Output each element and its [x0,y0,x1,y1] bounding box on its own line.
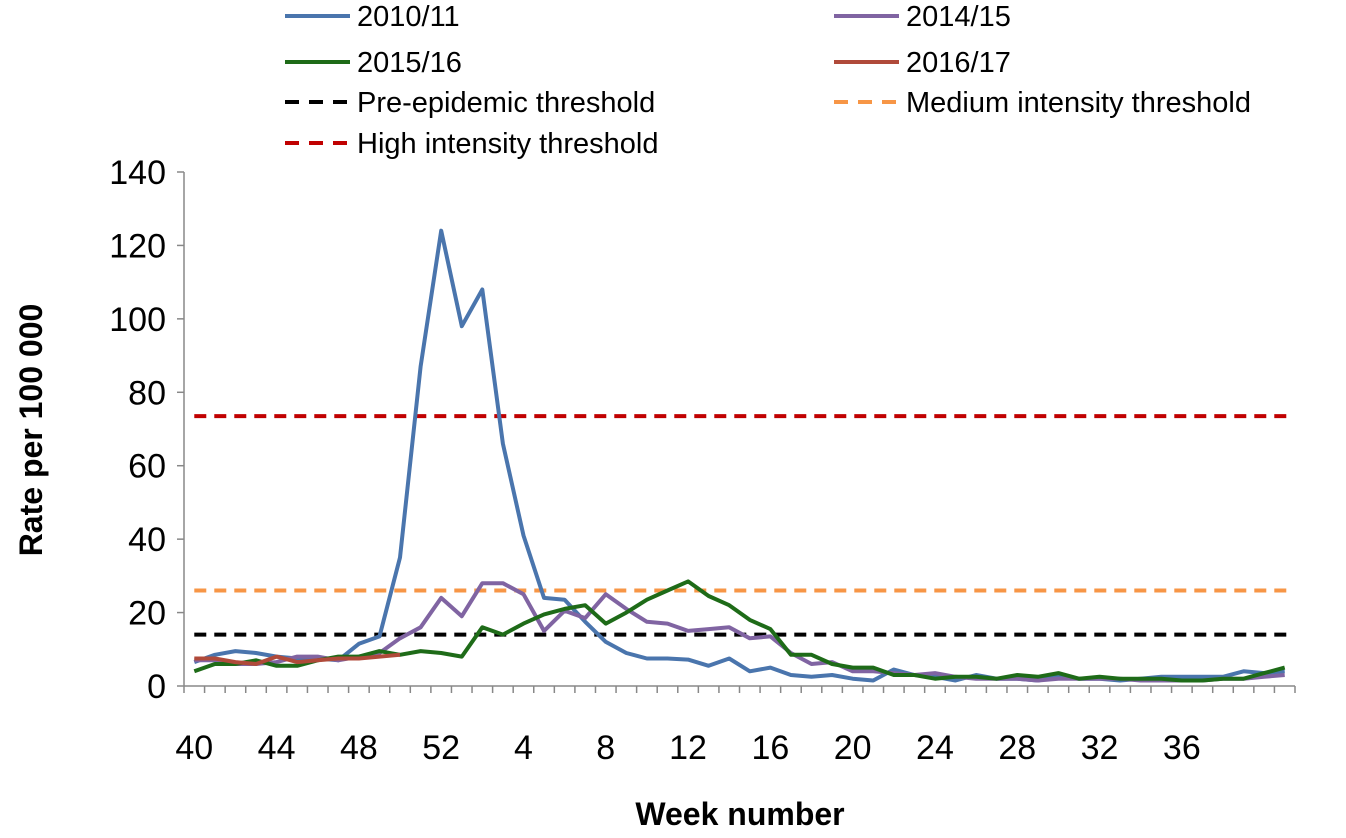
series-line [193,579,1286,683]
x-tick-label: 24 [916,729,954,767]
y-tick-label: 120 [109,227,166,265]
legend-label: 2010/11 [357,1,460,33]
y-tick-label: 80 [128,374,166,412]
legend-label: Medium intensity threshold [906,87,1251,119]
legend: 2010/11 2014/15 2015/16 2016/17 Pre-epidemic… [285,1,1251,160]
x-tick-label: 52 [422,729,460,767]
x-tick-label: 36 [1163,729,1201,767]
y-tick-label: 0 [147,668,166,706]
x-tick-label: 16 [751,729,789,767]
x-tick-label: 48 [340,729,378,767]
legend-label: 2014/15 [906,1,1011,33]
x-axis-label: Week number [635,796,844,832]
y-tick-label: 60 [128,448,166,486]
legend-label: 2016/17 [906,47,1011,79]
legend-label: High intensity threshold [357,128,658,160]
y-tick-label: 140 [109,154,166,192]
legend-label: 2015/16 [357,47,462,79]
x-tick-label: 44 [258,729,296,767]
legend-label: Pre-epidemic threshold [357,87,655,119]
y-tick-label: 40 [128,521,166,559]
x-tick-label: 32 [1081,729,1119,767]
x-tick-label: 20 [834,729,872,767]
y-tick-label: 20 [128,595,166,633]
x-tick-label: 4 [514,729,533,767]
x-tick-label: 40 [175,729,213,767]
y-axis-label: Rate per 100 000 [13,304,49,557]
x-tick-label: 12 [669,729,707,767]
y-tick-label: 100 [109,301,166,339]
series-line [194,652,401,666]
x-tick-label: 28 [998,729,1036,767]
x-tick-label: 8 [596,729,615,767]
